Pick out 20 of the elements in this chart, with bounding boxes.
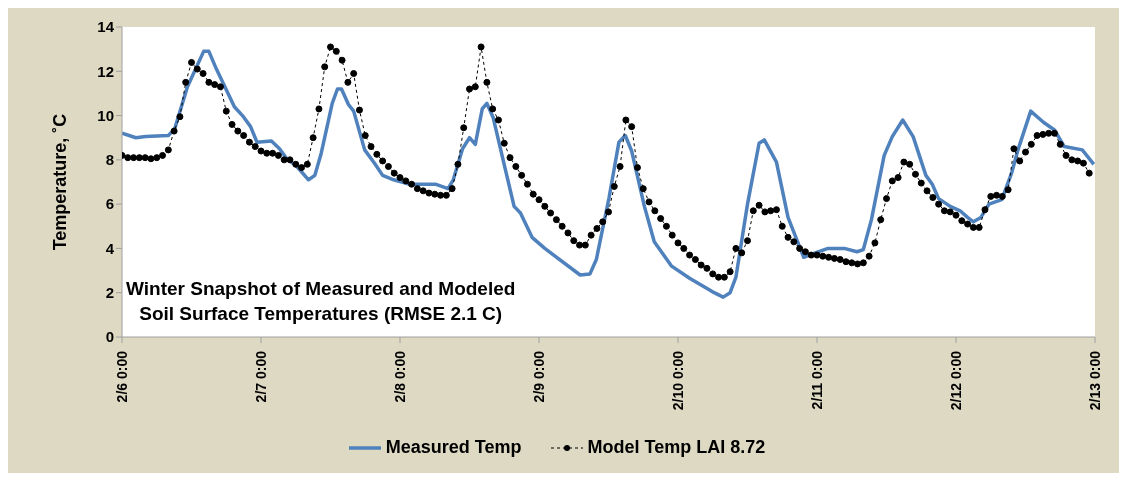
y-axis-title: Temperature, ˚C	[50, 113, 71, 251]
x-tick-label: 2/8 0:00	[392, 350, 408, 403]
y-tick-label: 2	[105, 284, 114, 302]
y-tick-label: 10	[97, 106, 114, 124]
x-tick-label: 2/11 0:00	[809, 350, 825, 410]
x-tick-label: 2/12 0:00	[948, 350, 964, 411]
y-tick-label: 8	[105, 151, 114, 169]
legend-label: Measured Temp	[385, 437, 522, 458]
x-tick-label: 2/13 0:00	[1087, 350, 1103, 411]
y-tick-label: 12	[97, 62, 114, 80]
x-tick-label: 2/6 0:00	[114, 350, 130, 403]
text: Winter Snapshot of Measured and Modeled Soil Surface Temperatures (RMSE 2.1 C)	[126, 277, 516, 326]
legend-label: Model Temp LAI 8.72	[587, 437, 766, 458]
x-tick-label: 2/10 0:00	[670, 350, 686, 411]
y-tick-label: 6	[105, 195, 114, 213]
y-tick-label: 14	[97, 18, 115, 36]
y-tick-label: 4	[105, 239, 115, 257]
x-tick-label: 2/9 0:00	[531, 350, 547, 403]
x-tick-label: 2/7 0:00	[253, 350, 269, 403]
y-tick-label: 0	[105, 328, 114, 346]
